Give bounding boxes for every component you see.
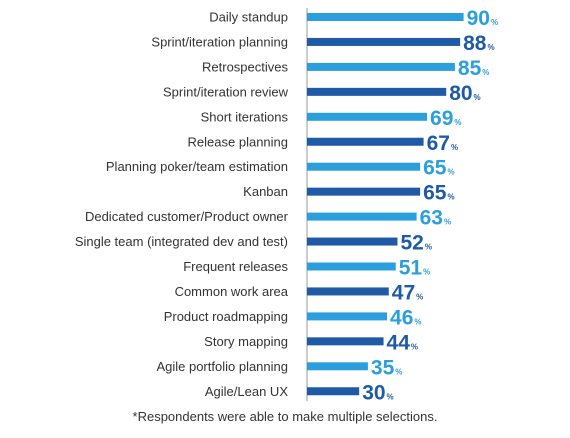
category-label-5: Short iterations [201,109,289,124]
footnote: *Respondents were able to make multiple … [132,409,438,424]
bar-11 [307,262,396,271]
bar-13 [307,312,388,321]
bar-6 [307,137,424,146]
value-label-4: 80% [449,82,480,105]
category-label-10: Single team (integrated dev and test) [75,234,288,249]
value-label-16: 30% [362,381,393,404]
bar-14 [307,337,384,346]
bar-2 [307,37,461,46]
value-label-13: 46% [390,306,421,329]
value-label-2: 88% [463,32,494,55]
category-label-3: Retrospectives [202,59,288,74]
value-label-14: 44% [387,331,418,354]
value-label-11: 51% [399,257,430,280]
value-label-1: 90% [467,7,498,30]
value-label-3: 85% [458,57,489,80]
value-label-5: 69% [430,107,461,130]
bar-9 [307,212,417,221]
bar-5 [307,112,428,121]
bar-8 [307,187,421,196]
category-label-15: Agile portfolio planning [156,359,288,374]
bar-10 [307,237,398,246]
category-label-11: Frequent releases [183,259,288,274]
category-label-2: Sprint/iteration planning [151,34,288,49]
bar-16 [307,387,360,396]
category-label-4: Sprint/iteration review [163,84,289,99]
category-label-12: Common work area [175,284,289,299]
value-label-15: 35% [371,356,402,379]
category-label-7: Planning poker/team estimation [106,159,288,174]
value-label-9: 63% [420,207,451,230]
category-label-1: Daily standup [209,10,288,25]
bar-15 [307,362,368,371]
category-label-13: Product roadmapping [164,309,288,324]
category-label-14: Story mapping [204,334,288,349]
category-label-9: Dedicated customer/Product owner [85,209,289,224]
value-label-7: 65% [423,157,454,180]
bar-7 [307,162,421,171]
bar-4 [307,87,447,96]
value-label-6: 67% [427,132,458,155]
value-label-8: 65% [423,182,454,205]
bar-12 [307,287,389,296]
bar-3 [307,62,455,71]
value-label-12: 47% [392,281,423,304]
bar-1 [307,13,464,21]
category-label-16: Agile/Lean UX [205,384,288,399]
category-label-6: Release planning [188,134,288,149]
category-label-8: Kanban [243,184,288,199]
value-label-10: 52% [400,232,431,255]
